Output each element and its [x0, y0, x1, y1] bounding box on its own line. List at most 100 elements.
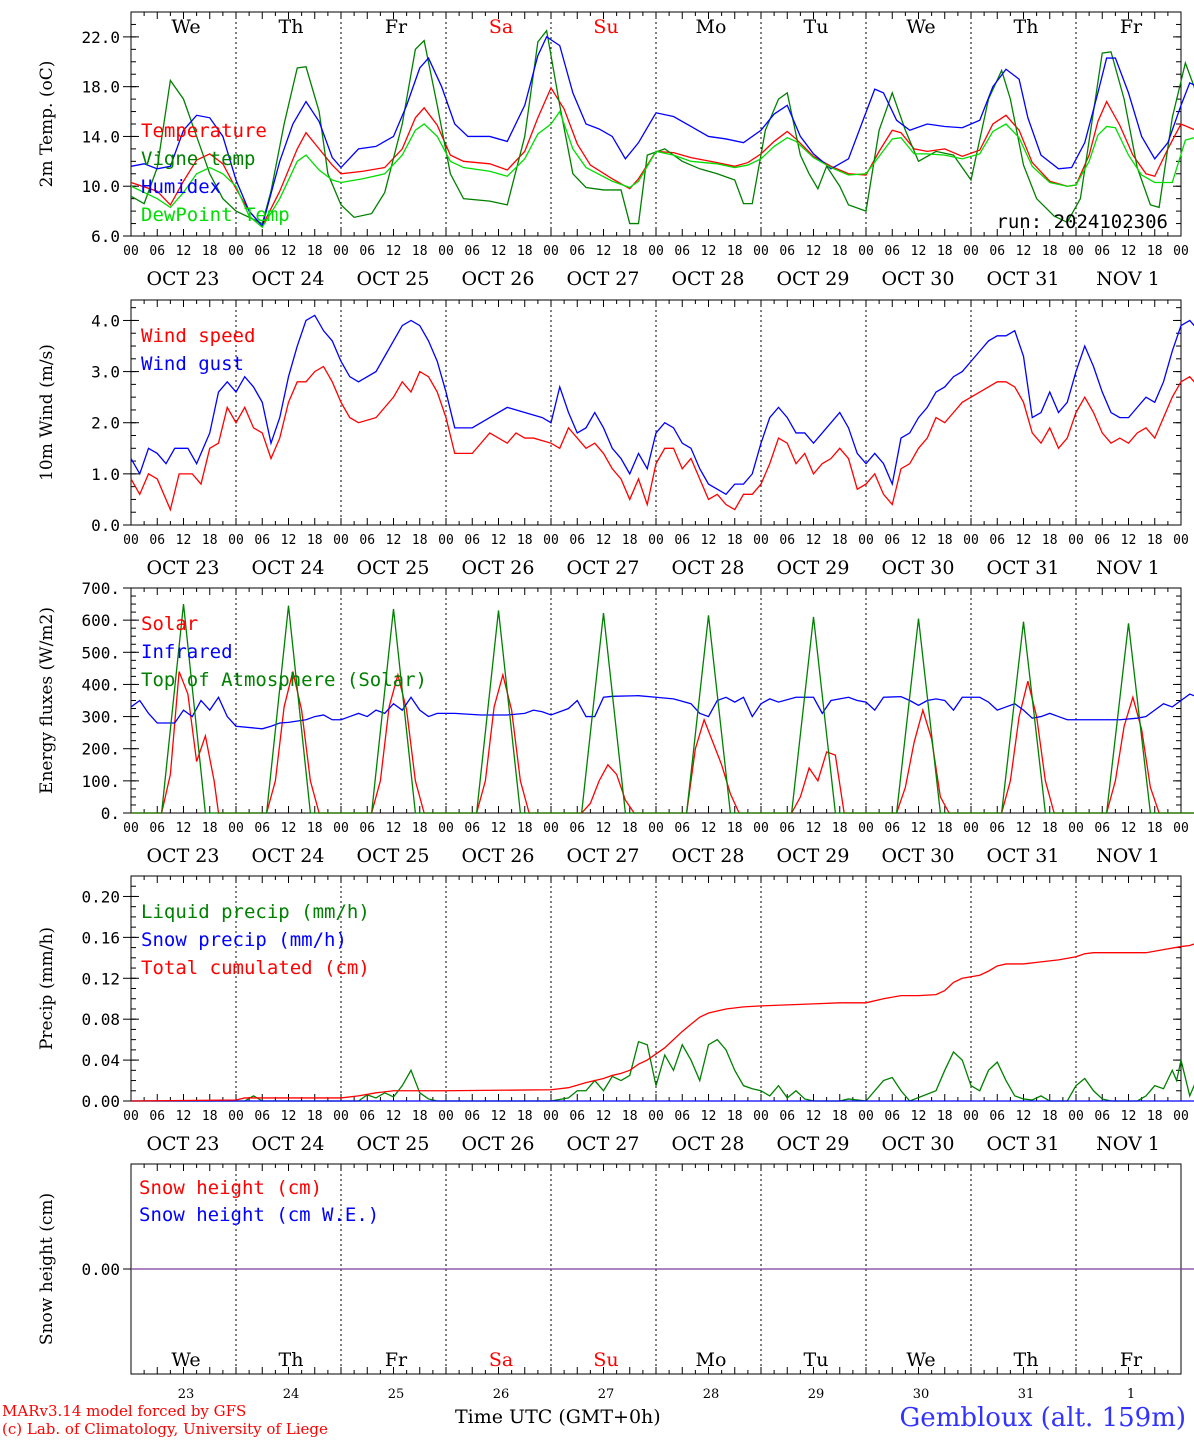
- series-line-2: [130, 693, 1194, 730]
- hour-tick-label: 12: [1016, 244, 1032, 259]
- weekday-label: Su: [593, 16, 618, 38]
- day-number-label: 31: [1018, 1387, 1035, 1402]
- hour-tick-label: 06: [149, 821, 165, 836]
- y-tick-label: 600.: [81, 611, 120, 630]
- hour-tick-label: 12: [911, 1109, 927, 1124]
- legend-entry: DewPoint Temp: [141, 204, 290, 226]
- hour-tick-label: 18: [517, 533, 533, 548]
- day-number-label: 1: [1127, 1387, 1135, 1402]
- y-tick-label: 6.0: [91, 227, 120, 246]
- date-label: OCT 26: [461, 268, 534, 290]
- hour-tick-label: 00: [123, 1109, 139, 1124]
- station-name: Gembloux (alt. 159m): [899, 1403, 1186, 1433]
- date-label: NOV 1: [1096, 268, 1160, 290]
- legend-entry: Temperature: [141, 120, 267, 142]
- series-line-3: [130, 35, 1194, 228]
- date-label: OCT 29: [776, 268, 849, 290]
- weekday-label: Sa: [489, 16, 513, 38]
- hour-tick-label: 00: [753, 821, 769, 836]
- hour-tick-label: 06: [464, 821, 480, 836]
- day-number-label: 29: [808, 1387, 825, 1402]
- hour-tick-label: 18: [727, 533, 743, 548]
- series-line-1: [130, 86, 1194, 228]
- series-line-1: [131, 1038, 1194, 1102]
- hour-tick-label: 06: [569, 1109, 585, 1124]
- hour-tick-label: 12: [1121, 244, 1137, 259]
- hour-tick-label: 18: [937, 244, 953, 259]
- hour-tick-label: 00: [858, 1109, 874, 1124]
- hour-tick-label: 12: [176, 1109, 192, 1124]
- y-tick-label: 0.20: [81, 887, 120, 906]
- series-line-2: [130, 314, 1194, 496]
- hour-tick-label: 00: [753, 244, 769, 259]
- hour-tick-label: 00: [123, 821, 139, 836]
- hour-tick-label: 18: [412, 533, 428, 548]
- date-label: OCT 25: [356, 845, 429, 867]
- hour-tick-label: 12: [806, 821, 822, 836]
- date-label: OCT 27: [566, 268, 639, 290]
- hour-tick-label: 00: [228, 1109, 244, 1124]
- hour-tick-label: 00: [438, 821, 454, 836]
- hour-tick-label: 06: [1094, 533, 1110, 548]
- y-tick-label: 0.08: [81, 1010, 120, 1029]
- date-label: OCT 30: [881, 268, 954, 290]
- weekday-label: We: [171, 16, 200, 38]
- panel-4: 0.00 0.04 0.08 0.12 0.16 0.20 Precip (mm/h) Liq…: [37, 875, 1194, 1155]
- hour-tick-label: 06: [254, 1109, 270, 1124]
- weekday-label: Tu: [804, 1349, 829, 1371]
- series-line-1: [131, 671, 1194, 814]
- date-label: OCT 25: [356, 557, 429, 579]
- weekday-label: Fr: [385, 1349, 408, 1371]
- hour-tick-label: 12: [911, 244, 927, 259]
- hour-tick-label: 18: [412, 244, 428, 259]
- y-tick-label: 18.0: [81, 78, 120, 97]
- hour-tick-label: 00: [333, 1109, 349, 1124]
- hour-tick-label: 12: [281, 821, 297, 836]
- hour-tick-label: 18: [202, 1109, 218, 1124]
- hour-tick-label: 18: [1147, 1109, 1163, 1124]
- hour-tick-label: 06: [779, 244, 795, 259]
- y-tick-label: 0.16: [81, 928, 120, 947]
- hour-tick-label: 06: [779, 533, 795, 548]
- hour-tick-label: 06: [569, 821, 585, 836]
- y-tick-label: 14.0: [81, 127, 120, 146]
- hour-tick-label: 18: [1042, 244, 1058, 259]
- legend-entry: Wind gust: [141, 353, 244, 375]
- date-label: OCT 31: [986, 1133, 1059, 1155]
- hour-tick-label: 00: [963, 244, 979, 259]
- hour-tick-label: 00: [333, 533, 349, 548]
- hour-tick-label: 12: [491, 1109, 507, 1124]
- y-axis-label: Precip (mm/h): [37, 927, 57, 1050]
- day-number-label: 26: [493, 1387, 510, 1402]
- date-label: OCT 30: [881, 1133, 954, 1155]
- hour-tick-label: 18: [307, 821, 323, 836]
- date-label: OCT 24: [251, 845, 324, 867]
- hour-tick-label: 18: [1042, 1109, 1058, 1124]
- date-label: NOV 1: [1096, 557, 1160, 579]
- hour-tick-label: 12: [1121, 533, 1137, 548]
- legend-entry: Vigne temp: [141, 148, 255, 170]
- hour-tick-label: 00: [858, 244, 874, 259]
- hour-tick-label: 00: [1173, 1109, 1189, 1124]
- date-label: OCT 23: [146, 845, 219, 867]
- hour-tick-label: 06: [359, 244, 375, 259]
- legend-entry: Top of Atmosphere (Solar): [141, 669, 427, 691]
- hour-tick-label: 12: [386, 821, 402, 836]
- weekday-label: Fr: [1120, 16, 1143, 38]
- y-tick-label: 0.00: [81, 1260, 120, 1279]
- hour-tick-label: 00: [1068, 244, 1084, 259]
- hour-tick-label: 18: [1042, 533, 1058, 548]
- y-tick-label: 4.0: [91, 311, 120, 330]
- hour-tick-label: 12: [1016, 533, 1032, 548]
- legend-entry: Wind speed: [141, 325, 255, 347]
- hour-tick-label: 06: [884, 533, 900, 548]
- hour-tick-label: 06: [464, 1109, 480, 1124]
- weekday-label: Mo: [696, 1349, 727, 1371]
- date-label: OCT 27: [566, 557, 639, 579]
- hour-tick-label: 06: [254, 821, 270, 836]
- hour-tick-label: 12: [281, 1109, 297, 1124]
- date-label: OCT 29: [776, 557, 849, 579]
- date-label: OCT 23: [146, 1133, 219, 1155]
- hour-tick-label: 18: [937, 821, 953, 836]
- date-label: OCT 30: [881, 557, 954, 579]
